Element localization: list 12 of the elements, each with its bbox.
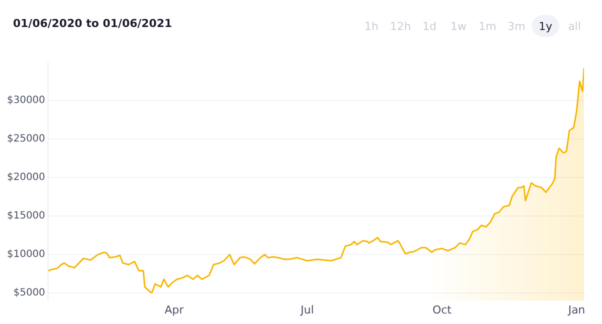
y-tick-label: $25000 <box>6 134 46 145</box>
y-tick-label: $30000 <box>6 95 46 106</box>
text: 1y <box>532 15 559 37</box>
x-tick-label: Jul <box>300 303 314 316</box>
y-tick-label: $20000 <box>6 172 46 184</box>
x-tick-label: Jan <box>567 303 586 316</box>
y-tick-label: $15000 <box>6 210 46 222</box>
y-tick-label: $5000 <box>13 288 46 299</box>
x-tick-label: Apr <box>164 303 184 316</box>
y-tick-label: $10000 <box>6 249 46 260</box>
x-tick-label: Oct <box>432 303 452 316</box>
chart-title: 01/06/2020 to 01/06/2021 <box>13 17 172 30</box>
